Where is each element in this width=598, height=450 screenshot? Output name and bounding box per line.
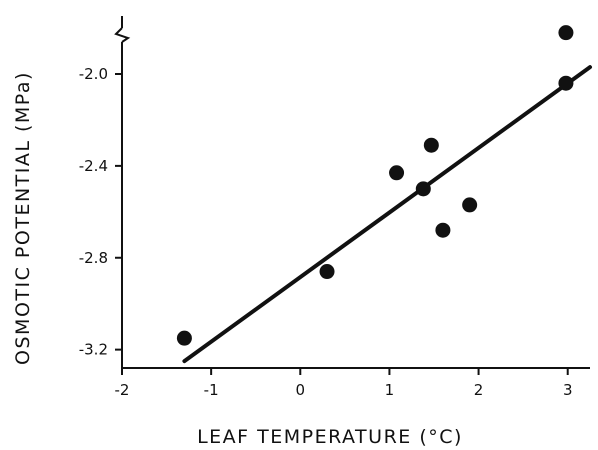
data-point xyxy=(319,264,335,280)
x-tick-label: -1 xyxy=(204,381,219,399)
data-point xyxy=(415,181,431,197)
y-axis-break-mark xyxy=(114,27,131,43)
x-tick-label: 0 xyxy=(296,381,306,399)
x-axis-title: LEAF TEMPERATURE (°C) xyxy=(197,426,463,448)
data-point xyxy=(435,222,451,238)
x-tick-label: -2 xyxy=(115,381,130,399)
x-tick-label: 1 xyxy=(385,381,395,399)
regression-line xyxy=(182,65,592,364)
regression-line-group xyxy=(182,65,592,364)
data-point xyxy=(558,75,574,91)
y-tick-label: -3.2 xyxy=(79,341,108,359)
data-point xyxy=(558,25,574,41)
data-point xyxy=(423,137,439,153)
y-tick-label: -2.0 xyxy=(79,65,108,83)
y-tick-label: -2.8 xyxy=(79,249,108,267)
x-tick-label: 3 xyxy=(563,381,573,399)
data-point xyxy=(176,330,192,346)
x-tick-label: 2 xyxy=(474,381,484,399)
y-tick-label: -2.4 xyxy=(79,157,108,175)
x-axis-ticks: -2 -1 0 1 2 3 xyxy=(115,368,573,399)
y-axis-title: OSMOTIC POTENTIAL (MPa) xyxy=(12,71,34,365)
y-axis-ticks: -2.0 -2.4 -2.8 -3.2 xyxy=(79,65,122,359)
data-point xyxy=(462,197,478,213)
data-points xyxy=(176,25,574,346)
axes xyxy=(114,16,590,369)
data-point xyxy=(389,165,405,181)
